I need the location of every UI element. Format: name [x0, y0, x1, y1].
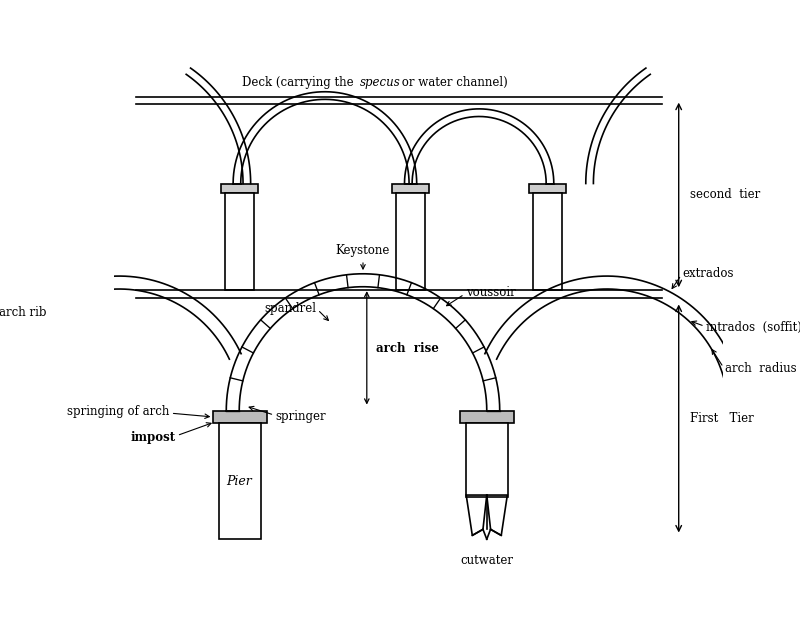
Bar: [396, 194, 425, 290]
Text: First   Tier: First Tier: [690, 411, 754, 425]
Bar: [466, 423, 508, 498]
Text: spandrel: spandrel: [264, 301, 316, 315]
Text: springer: springer: [276, 410, 326, 423]
Text: second  tier: second tier: [690, 189, 760, 201]
Bar: [460, 411, 514, 423]
Text: arch  radius: arch radius: [725, 363, 797, 375]
Bar: [534, 194, 562, 290]
Text: voussoir: voussoir: [466, 286, 516, 299]
Bar: [530, 184, 566, 194]
Bar: [218, 423, 261, 539]
Bar: [221, 184, 258, 194]
Text: arch  rise: arch rise: [376, 342, 439, 355]
Text: springing of arch: springing of arch: [66, 405, 169, 418]
Text: arch rib: arch rib: [0, 306, 46, 319]
Text: or water channel): or water channel): [398, 76, 507, 89]
Text: Keystone: Keystone: [336, 244, 390, 257]
Text: intrados  (soffit): intrados (soffit): [706, 320, 800, 334]
Text: extrados: extrados: [682, 267, 734, 280]
Bar: [213, 411, 266, 423]
Text: cutwater: cutwater: [460, 555, 514, 567]
Text: specus: specus: [359, 76, 400, 89]
Text: Pier: Pier: [226, 475, 252, 488]
Bar: [392, 184, 429, 194]
Text: impost: impost: [130, 430, 175, 444]
Bar: [225, 194, 254, 290]
Text: Deck (carrying the: Deck (carrying the: [242, 76, 358, 89]
